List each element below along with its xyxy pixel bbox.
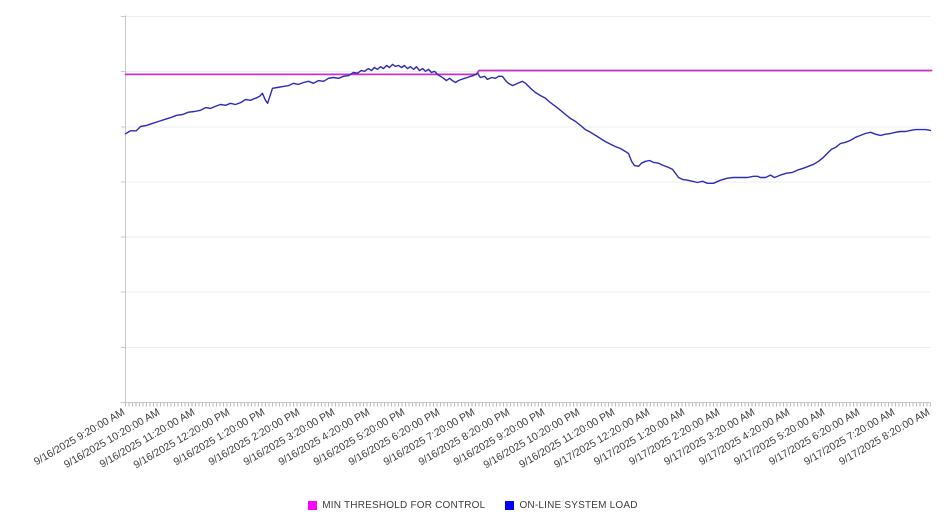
x-minor-ticks <box>125 402 931 407</box>
threshold-swatch-icon <box>308 500 318 510</box>
x-axis-labels: 9/16/2025 9:20:00 AM9/16/2025 10:20:00 A… <box>32 406 932 471</box>
load-line <box>124 63 932 184</box>
legend-item-threshold: MIN THRESHOLD FOR CONTROL <box>308 500 485 511</box>
legend-item-load: ON-LINE SYSTEM LOAD <box>505 499 638 511</box>
legend: MIN THRESHOLD FOR CONTROL ON-LINE SYSTEM… <box>0 497 946 513</box>
load-swatch-icon <box>505 500 515 510</box>
gridlines <box>125 16 931 348</box>
threshold-line <box>124 69 933 76</box>
legend-label-load: ON-LINE SYSTEM LOAD <box>519 499 638 511</box>
legend-label-threshold: MIN THRESHOLD FOR CONTROL <box>322 499 486 511</box>
load-chart: 9/16/2025 9:20:00 AM9/16/2025 10:20:00 A… <box>32 15 933 471</box>
